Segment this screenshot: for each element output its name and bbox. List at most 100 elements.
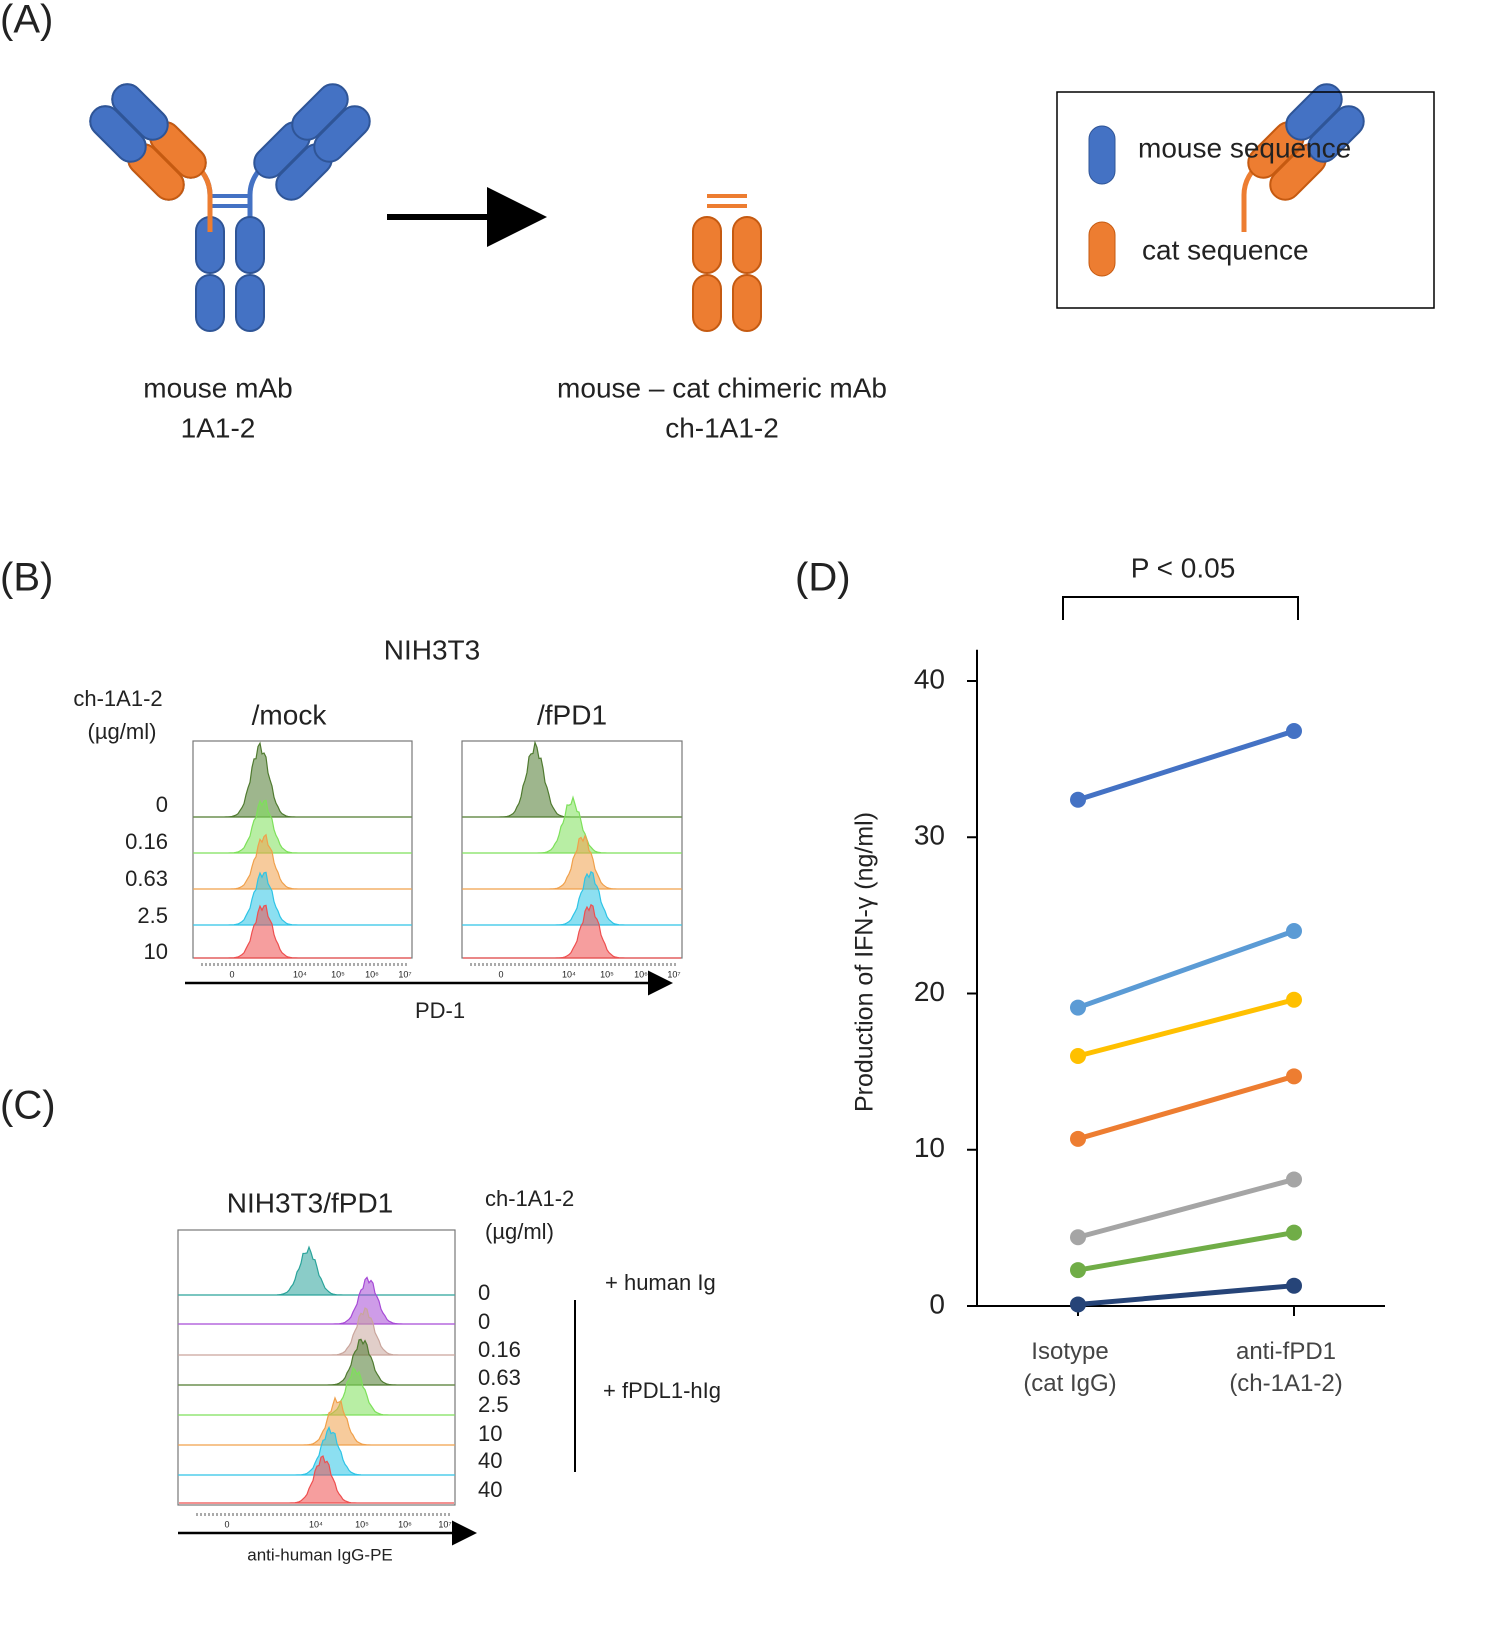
x-tick-label: 0 <box>498 969 503 979</box>
series-line <box>1077 1073 1295 1142</box>
x-tick-label: anti-fPD1 (ch-1A1-2) <box>1229 1338 1342 1397</box>
histograms: 0 10⁴ 10⁵ 10⁶ 10⁷ 0 10⁴ 10⁵ 10⁶ 10⁷ 0 0.16 0.63 2.5 10 <box>125 740 683 979</box>
dose-label: 0 <box>156 792 168 817</box>
histogram <box>463 795 681 854</box>
line-chart: 0 10 20 30 40 Isotype (cat IgG) anti-fPD1 (ch-1A… <box>914 649 1385 1397</box>
point <box>1070 1262 1086 1279</box>
histogram <box>179 1455 454 1504</box>
x-tick-label: 10⁵ <box>600 969 614 979</box>
label: mouse – cat chimeric mAb <box>557 372 887 403</box>
label: ch-1A1-2 <box>485 1186 574 1211</box>
domain <box>235 274 265 332</box>
series-line <box>1077 728 1295 803</box>
series-line <box>1077 1283 1295 1307</box>
x-tick-label: 10⁷ <box>667 969 680 979</box>
point <box>1286 923 1302 939</box>
dose-label: 0.63 <box>478 1365 521 1390</box>
dose-label: 10 <box>144 939 168 964</box>
x-tick-label: 10⁷ <box>398 969 411 979</box>
legend-label: cat sequence <box>1142 234 1309 265</box>
x-tick-label: 10⁷ <box>438 1519 451 1529</box>
x-tick-label: 10⁵ <box>355 1519 369 1529</box>
group-label: + fPDL1-hIg <box>603 1378 721 1403</box>
histogram <box>194 871 411 926</box>
domain <box>313 105 371 163</box>
legend-label: mouse sequence <box>1138 132 1351 163</box>
point <box>1070 999 1086 1016</box>
annotation: P < 0.05 <box>1131 552 1236 583</box>
point <box>1286 1277 1302 1294</box>
x-tick-label: 10⁶ <box>365 969 379 979</box>
y-axis-label: Production of IFN-γ (ng/ml) <box>851 812 879 1112</box>
histogram <box>179 1396 454 1446</box>
dose-label: 0 <box>478 1309 490 1334</box>
x-tick-label: 10⁴ <box>309 1519 323 1529</box>
dose-label: 0.63 <box>125 866 168 891</box>
x-tick-label: 0 <box>224 1519 229 1529</box>
dose-label: 2.5 <box>478 1392 509 1417</box>
point <box>1286 1068 1302 1085</box>
histogram <box>179 1366 454 1416</box>
point <box>1070 1130 1086 1147</box>
domain <box>1307 105 1365 163</box>
y-tick-label: 20 <box>914 976 945 1007</box>
label: ch-1A1-2 <box>665 412 779 443</box>
dose-label: 40 <box>478 1448 502 1473</box>
dose-label: 0.16 <box>478 1337 521 1362</box>
dose-label: 40 <box>478 1477 502 1502</box>
histogram <box>179 1245 454 1296</box>
x-tick-label: 10⁶ <box>634 969 648 979</box>
dose-label: 0 <box>478 1280 490 1305</box>
legend-box <box>1056 91 1435 309</box>
point <box>1070 1048 1086 1064</box>
domain <box>692 274 722 332</box>
histogram <box>179 1338 454 1386</box>
series-line <box>1077 928 1295 1010</box>
domain <box>89 105 147 163</box>
column-label: /mock <box>252 699 328 730</box>
domain <box>732 274 762 332</box>
x-tick-label: Isotype (cat IgG) <box>1023 1338 1116 1397</box>
histogram <box>194 904 411 959</box>
domain <box>692 216 722 274</box>
title: NIH3T3 <box>384 634 480 665</box>
label: (µg/ml) <box>485 1219 554 1244</box>
series-line <box>1077 997 1295 1059</box>
group-label: + human Ig <box>605 1270 716 1295</box>
axis-label: anti-human IgG-PE <box>247 1545 393 1564</box>
y-tick-label: 10 <box>914 1132 945 1163</box>
point <box>1286 1171 1302 1188</box>
x-tick-label: 10⁴ <box>293 969 307 979</box>
panel-label: (A) <box>0 0 53 42</box>
legend-swatch <box>1088 125 1116 185</box>
title: NIH3T3/fPD1 <box>227 1187 394 1218</box>
y-tick-label: 30 <box>914 820 945 851</box>
y-tick-label: 0 <box>929 1288 945 1319</box>
histogram <box>194 833 411 890</box>
legend-swatch <box>1088 221 1116 277</box>
dose-label: 10 <box>478 1421 502 1446</box>
column-label: /fPD1 <box>537 699 607 730</box>
axis-label: PD-1 <box>415 998 465 1023</box>
label: ch-1A1-2 <box>73 686 162 711</box>
domain <box>732 216 762 274</box>
domain <box>195 274 225 332</box>
series-line <box>1077 1177 1295 1240</box>
histogram <box>463 903 681 959</box>
domain <box>291 83 349 141</box>
histogram <box>179 1307 454 1356</box>
point <box>1070 791 1086 808</box>
y-tick-label: 40 <box>914 663 945 694</box>
panel-label: (C) <box>0 1084 56 1128</box>
histogram <box>194 799 411 854</box>
x-tick-label: 10⁵ <box>331 969 345 979</box>
domain <box>1285 83 1343 141</box>
antibody-chimera <box>89 83 1365 332</box>
panel-label: (D) <box>795 556 851 600</box>
dose-label: 2.5 <box>137 903 168 928</box>
plot-frame <box>177 1229 456 1506</box>
x-tick-label: 10⁶ <box>398 1519 412 1529</box>
label: mouse mAb <box>143 372 292 403</box>
